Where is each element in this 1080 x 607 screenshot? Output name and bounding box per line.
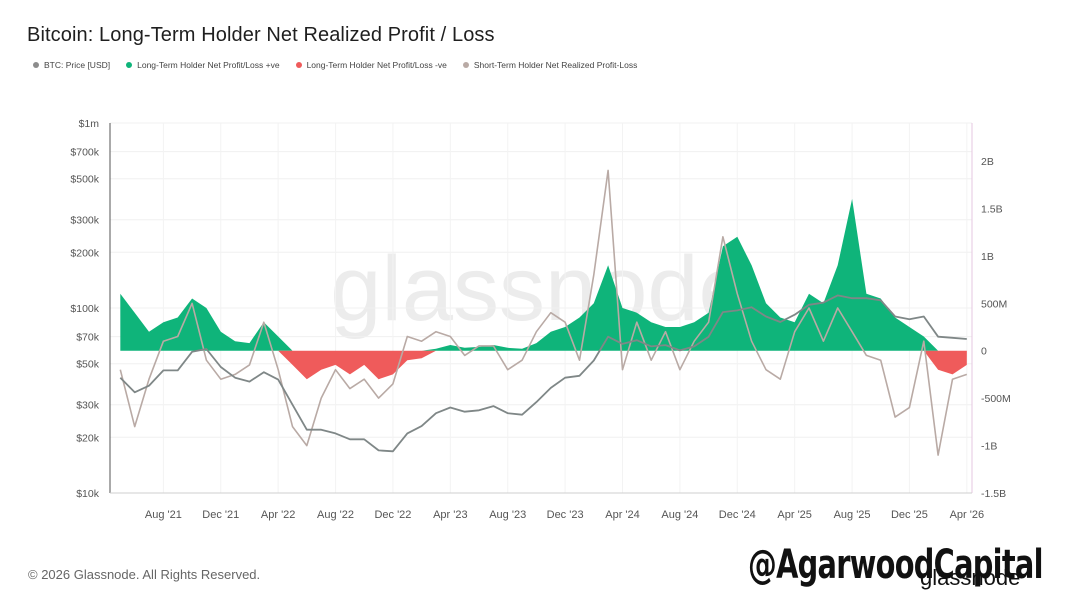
x-tick-label: Aug '25 bbox=[834, 509, 871, 521]
y-left-tick-label: $20k bbox=[76, 432, 100, 444]
x-tick-label: Dec '24 bbox=[719, 509, 756, 521]
y-left-tick-label: $500k bbox=[70, 174, 99, 186]
legend-label-lth-positive: Long-Term Holder Net Profit/Loss +ve bbox=[137, 60, 280, 70]
y-left-tick-label: $200k bbox=[70, 247, 99, 259]
handle-watermark: @AgarwoodCapital bbox=[748, 542, 1043, 588]
legend-label-lth-negative: Long-Term Holder Net Profit/Loss -ve bbox=[306, 60, 447, 70]
y-right-tick-label: 1B bbox=[981, 251, 994, 263]
y-right-tick-label: 1.5B bbox=[981, 203, 1003, 215]
legend-dot-sth bbox=[462, 62, 469, 68]
x-tick-label: Aug '24 bbox=[661, 509, 698, 521]
y-right-tick-label: 500M bbox=[981, 298, 1007, 310]
legend-label-price: BTC: Price [USD] bbox=[44, 60, 111, 70]
legend-item-sth[interactable]: Short-Term Holder Net Realized Profit-Lo… bbox=[462, 60, 638, 70]
y-right-tick-label: -1B bbox=[981, 441, 997, 453]
price-path bbox=[119, 294, 967, 453]
lth-positive-area bbox=[120, 198, 967, 351]
x-tick-label: Apr '26 bbox=[950, 509, 985, 521]
x-tick-label: Aug '22 bbox=[317, 509, 354, 521]
y-right-ticks: 2B 1.5B 1B 500M 0 -500M -1B -1.5B bbox=[981, 156, 1011, 500]
legend-item-lth-positive[interactable]: Long-Term Holder Net Profit/Loss +ve bbox=[126, 60, 280, 70]
sth-line bbox=[119, 169, 968, 456]
x-tick-label: Aug '21 bbox=[145, 509, 182, 521]
legend-item-lth-negative[interactable]: Long-Term Holder Net Profit/Loss -ve bbox=[295, 60, 447, 70]
x-tick-label: Dec '25 bbox=[891, 509, 928, 521]
y-left-tick-label: $50k bbox=[76, 359, 100, 371]
x-tick-label: Dec '21 bbox=[202, 509, 239, 521]
x-axis-ticks: Aug '21 Dec '21 Apr '22 Aug '22 Dec '22 Apr '… bbox=[145, 509, 984, 521]
x-tick-label: Dec '23 bbox=[547, 509, 584, 521]
y-left-tick-label: $70k bbox=[76, 332, 100, 344]
copyright-footer: © 2026 Glassnode. All Rights Reserved. bbox=[28, 567, 261, 582]
y-left-tick-label: $1m bbox=[79, 118, 100, 130]
x-tick-label: Apr '23 bbox=[433, 509, 468, 521]
lth-negative-area bbox=[120, 350, 967, 380]
y-left-tick-label: $30k bbox=[76, 400, 100, 412]
price-line bbox=[119, 294, 967, 453]
legend-dot-price bbox=[33, 62, 39, 68]
y-left-tick-label: $700k bbox=[70, 147, 99, 159]
brand-watermark: glassnode bbox=[920, 565, 1021, 590]
y-right-tick-label: -500M bbox=[981, 393, 1011, 405]
lth-negative-path bbox=[120, 350, 967, 380]
legend-dot-lth-positive bbox=[126, 62, 133, 68]
y-left-tick-label: $100k bbox=[70, 303, 99, 315]
legend-label-sth: Short-Term Holder Net Realized Profit-Lo… bbox=[473, 60, 638, 70]
legend-item-price[interactable]: BTC: Price [USD] bbox=[33, 60, 110, 70]
y-left-ticks: $10k $20k $30k $50k $70k $100k $200k $300k $500k… bbox=[70, 118, 99, 500]
chart-title: Bitcoin: Long-Term Holder Net Realized P… bbox=[27, 24, 495, 46]
sth-path bbox=[119, 169, 968, 456]
legend: BTC: Price [USD] Long-Term Holder Net Pr… bbox=[33, 60, 637, 70]
axes bbox=[109, 123, 973, 494]
x-tick-label: Apr '24 bbox=[605, 509, 640, 521]
legend-dot-lth-negative bbox=[295, 62, 302, 68]
y-left-tick-label: $10k bbox=[76, 488, 100, 500]
y-right-tick-label: -1.5B bbox=[981, 488, 1006, 500]
y-right-tick-label: 0 bbox=[981, 346, 987, 358]
x-tick-label: Aug '23 bbox=[489, 509, 526, 521]
y-left-tick-label: $300k bbox=[70, 215, 99, 227]
x-tick-label: Apr '22 bbox=[261, 509, 296, 521]
x-tick-label: Dec '22 bbox=[374, 509, 411, 521]
x-tick-label: Apr '25 bbox=[777, 509, 812, 521]
lth-positive-path bbox=[120, 198, 967, 351]
y-right-tick-label: 2B bbox=[981, 156, 994, 168]
